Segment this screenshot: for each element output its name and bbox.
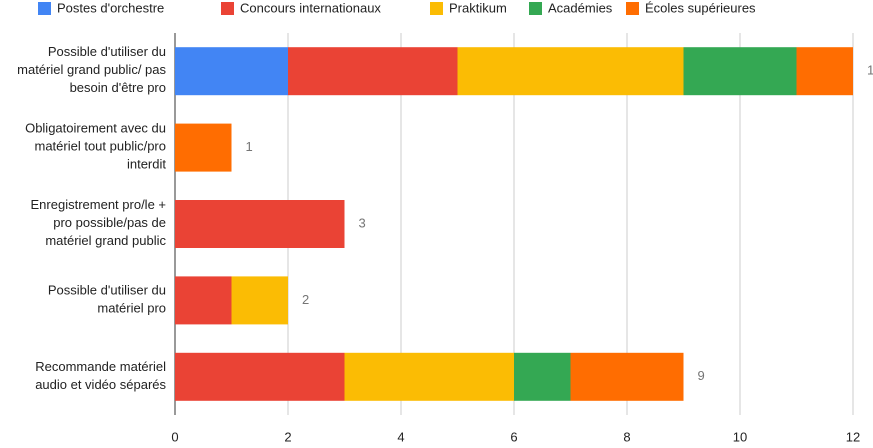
x-tick-label: 6 (510, 429, 517, 444)
bar-segment (288, 47, 458, 96)
y-tick-label: Possible d'utiliser du matériel grand pub… (17, 45, 166, 96)
bar-segment (175, 47, 288, 96)
y-tick-label-line: audio et vidéo séparés (35, 377, 166, 392)
total-label: 1 (246, 139, 253, 154)
y-tick-label-line: Enregistrement pro/le + (31, 197, 166, 212)
bar-segment (514, 352, 571, 401)
bar-segment (175, 200, 345, 248)
bar-segment (796, 47, 853, 96)
y-tick-label: Possible d'utiliser du matériel pro (48, 283, 166, 316)
legend-swatch (626, 2, 639, 15)
y-tick-label-line: Recommande matériel (35, 359, 166, 374)
x-tick-label: 4 (397, 429, 404, 444)
bar-segment (344, 352, 514, 401)
total-label: 12 (867, 63, 873, 78)
bar-segment (175, 276, 232, 325)
y-tick-label-line: matériel pro (97, 301, 166, 316)
legend-swatch (221, 2, 234, 15)
y-tick-label-line: Possible d'utiliser du (48, 45, 166, 60)
y-tick-label: Recommande matériel audio et vidéo séparé… (35, 359, 166, 392)
legend-label: Praktikum (449, 0, 507, 15)
y-tick-label: Obligatoirement avec du matériel tout pub… (25, 121, 166, 172)
legend-label: Postes d'orchestre (57, 0, 164, 15)
legend-label: Écoles supérieures (645, 0, 756, 15)
y-tick-label-line: matériel grand public/ pas (17, 63, 166, 78)
x-tick-label: 8 (623, 429, 630, 444)
total-label: 9 (698, 368, 705, 383)
total-label: 2 (302, 292, 309, 307)
legend-label: Concours internationaux (240, 0, 381, 15)
total-label: 3 (359, 215, 366, 230)
y-tick-label-line: matériel tout public/pro (34, 139, 166, 154)
legend-swatch (529, 2, 542, 15)
y-tick-label-line: matériel grand public (45, 233, 166, 248)
y-tick-label-line: interdit (127, 157, 166, 172)
legend-label: Académies (548, 0, 613, 15)
legend-swatch (38, 2, 51, 15)
x-tick-label: 0 (171, 429, 178, 444)
x-tick-label: 10 (733, 429, 747, 444)
bar-segment (175, 352, 345, 401)
bar-segment (457, 47, 684, 96)
bar-segment (231, 276, 288, 325)
y-tick-label-line: pro possible/pas de (53, 215, 166, 230)
bar-segment (570, 352, 684, 401)
x-tick-label: 2 (284, 429, 291, 444)
y-tick-label-line: Possible d'utiliser du (48, 283, 166, 298)
y-tick-label-line: Obligatoirement avec du (25, 121, 166, 136)
y-tick-label-line: besoin d'être pro (70, 81, 166, 96)
bar-segment (683, 47, 797, 96)
x-tick-label: 12 (846, 429, 860, 444)
y-tick-label: Enregistrement pro/le + pro possible/pas … (31, 197, 167, 248)
legend-swatch (430, 2, 443, 15)
bar-segment (175, 123, 232, 172)
